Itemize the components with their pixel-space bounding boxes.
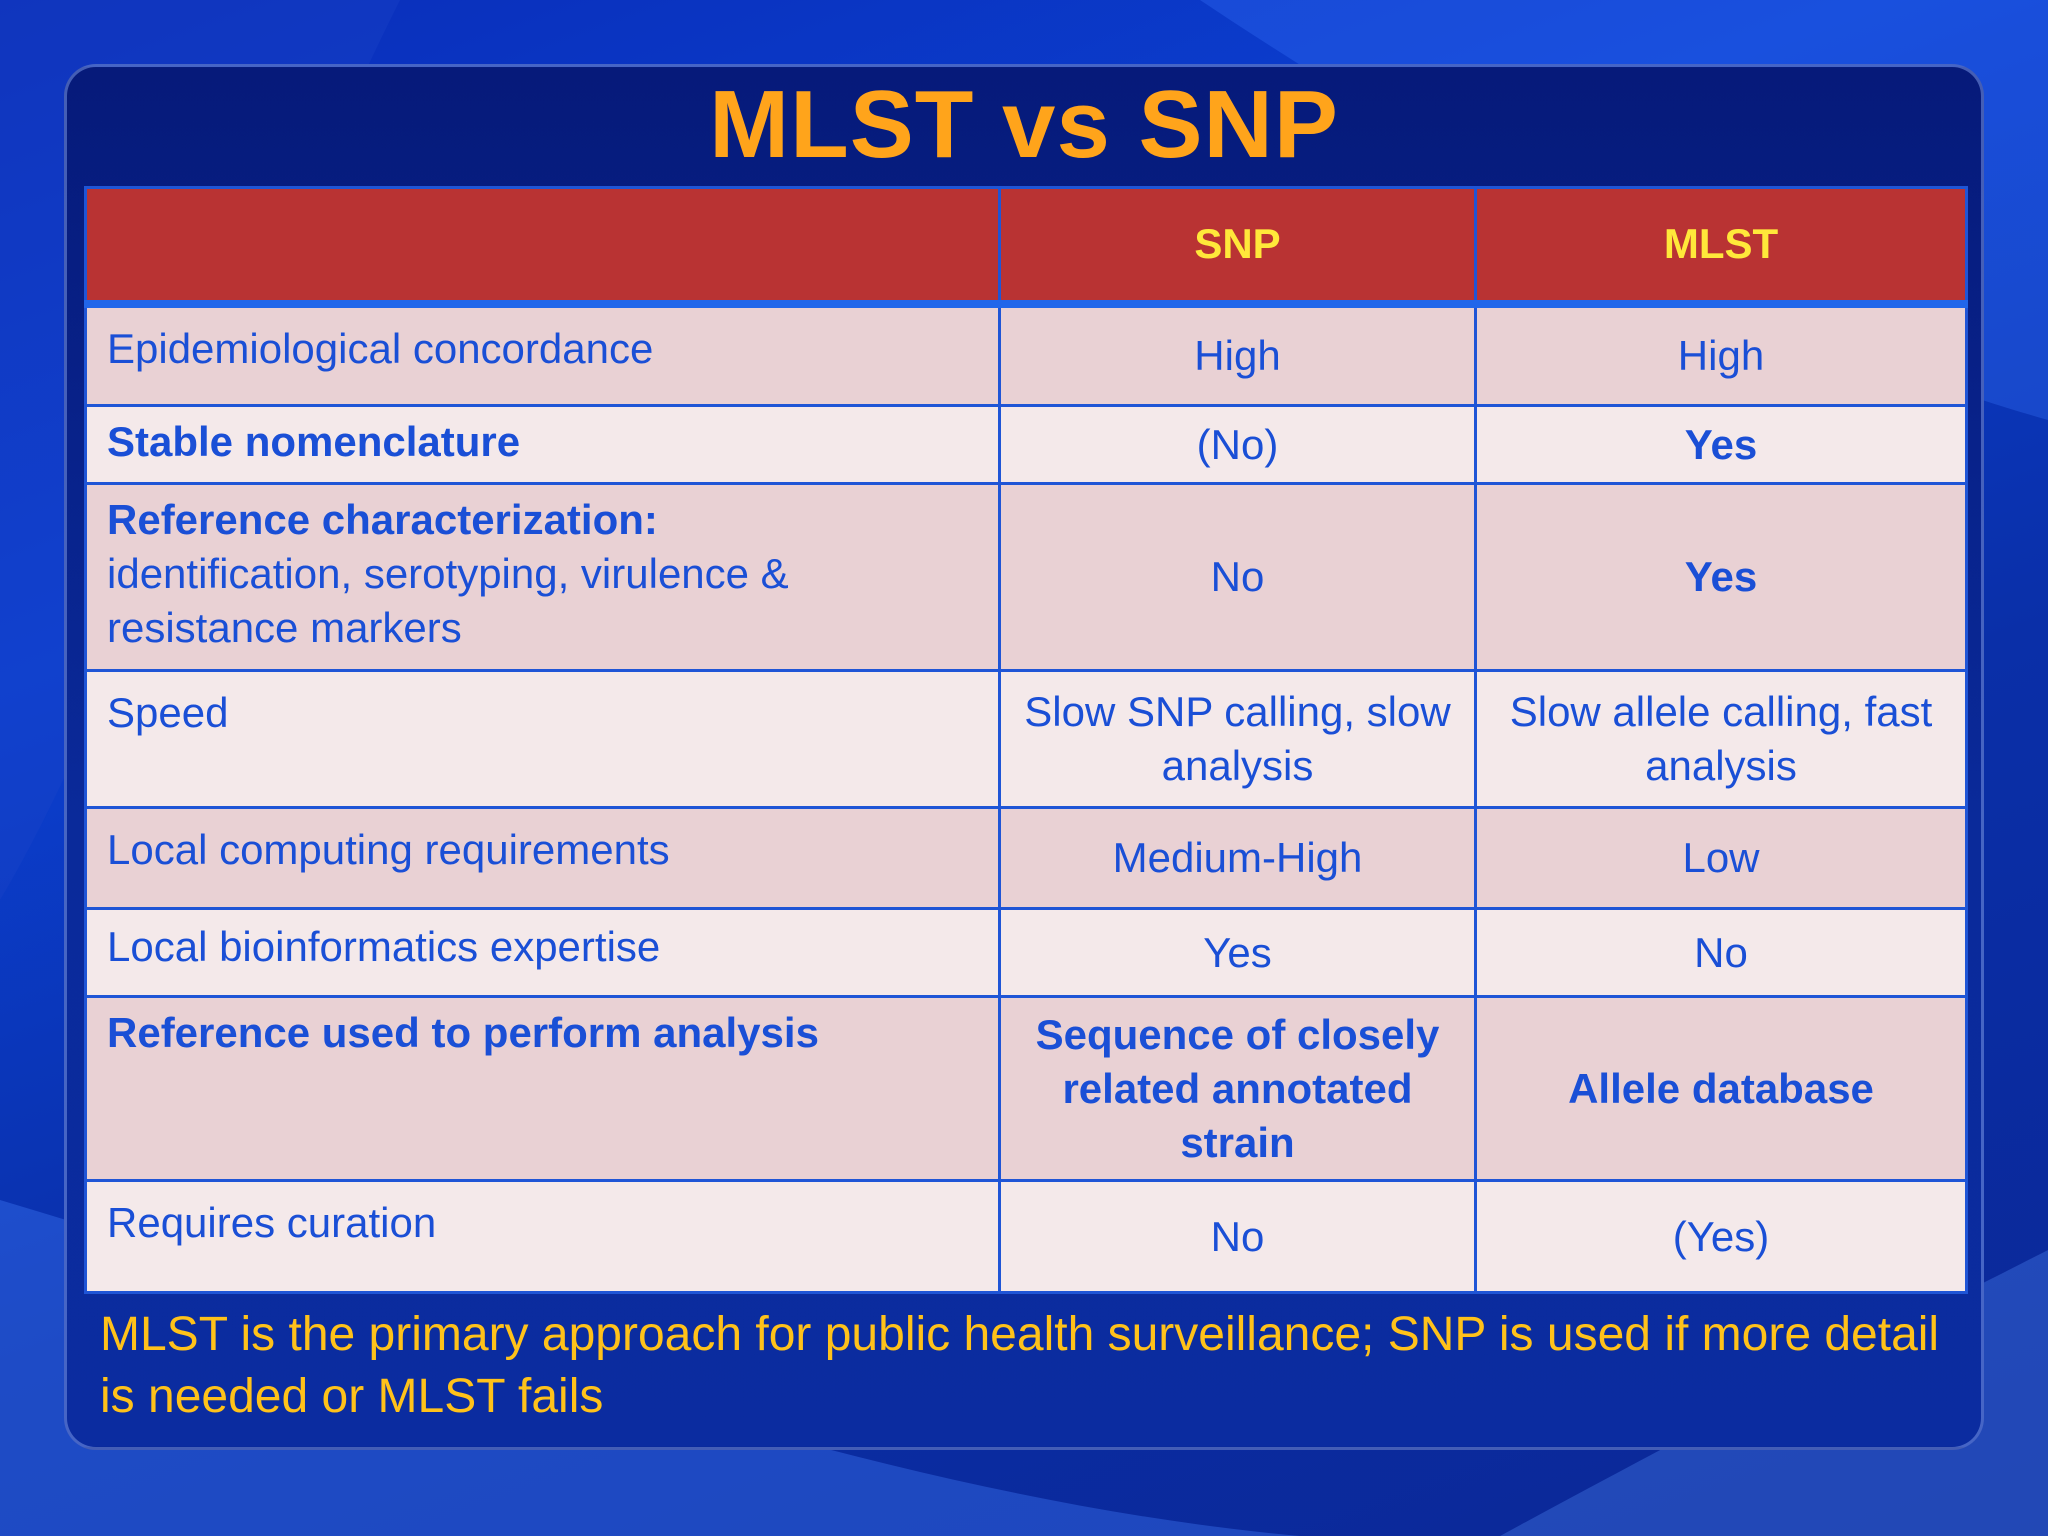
mlst-value: Low xyxy=(1474,806,1968,910)
mlst-value: Slow allele calling, fast analysis xyxy=(1474,669,1968,809)
table-row: Local bioinformatics expertise Yes No xyxy=(84,907,1968,998)
table-header-row: SNP MLST xyxy=(84,186,1968,308)
mlst-value: (Yes) xyxy=(1474,1179,1968,1294)
row-label: Speed xyxy=(84,669,1001,809)
row-label: Local bioinformatics expertise xyxy=(84,907,1001,998)
snp-value: No xyxy=(998,482,1477,672)
row-label-detail: identification, serotyping, virulence & … xyxy=(107,550,789,651)
row-label-bold: Reference characterization: xyxy=(107,496,658,543)
mlst-value: Allele database xyxy=(1474,995,1968,1182)
table-row: Reference used to perform analysis Seque… xyxy=(84,995,1968,1182)
snp-value: (No) xyxy=(998,404,1477,485)
table-row: Stable nomenclature (No) Yes xyxy=(84,404,1968,485)
mlst-value: High xyxy=(1474,302,1968,407)
table-row: Reference characterization: identificati… xyxy=(84,482,1968,672)
slide-title: MLST vs SNP xyxy=(709,71,1339,178)
row-label: Reference used to perform analysis xyxy=(84,995,1001,1182)
row-label: Reference characterization: identificati… xyxy=(84,482,1001,672)
table-row: Speed Slow SNP calling, slow analysis Sl… xyxy=(84,669,1968,809)
snp-value: Yes xyxy=(998,907,1477,998)
table-row: Epidemiological concordance High High xyxy=(84,302,1968,407)
footnote: MLST is the primary approach for public … xyxy=(100,1308,1940,1423)
snp-value: Sequence of closely related annotated st… xyxy=(998,995,1477,1182)
mlst-value: No xyxy=(1474,907,1968,998)
header-empty-cell xyxy=(84,186,1001,308)
snp-value: High xyxy=(998,302,1477,407)
row-label: Epidemiological concordance xyxy=(84,302,1001,407)
mlst-value: Yes xyxy=(1474,404,1968,485)
row-label: Local computing requirements xyxy=(84,806,1001,910)
header-mlst: MLST xyxy=(1474,186,1968,308)
snp-value: No xyxy=(998,1179,1477,1294)
table-row: Requires curation No (Yes) xyxy=(84,1179,1968,1294)
header-snp: SNP xyxy=(998,186,1477,308)
row-label: Stable nomenclature xyxy=(84,404,1001,485)
mlst-value: Yes xyxy=(1474,482,1968,672)
snp-value: Slow SNP calling, slow analysis xyxy=(998,669,1477,809)
comparison-table: SNP MLST Epidemiological concordance Hig… xyxy=(84,186,1968,1294)
table-row: Local computing requirements Medium-High… xyxy=(84,806,1968,910)
snp-value: Medium-High xyxy=(998,806,1477,910)
row-label: Requires curation xyxy=(84,1179,1001,1294)
